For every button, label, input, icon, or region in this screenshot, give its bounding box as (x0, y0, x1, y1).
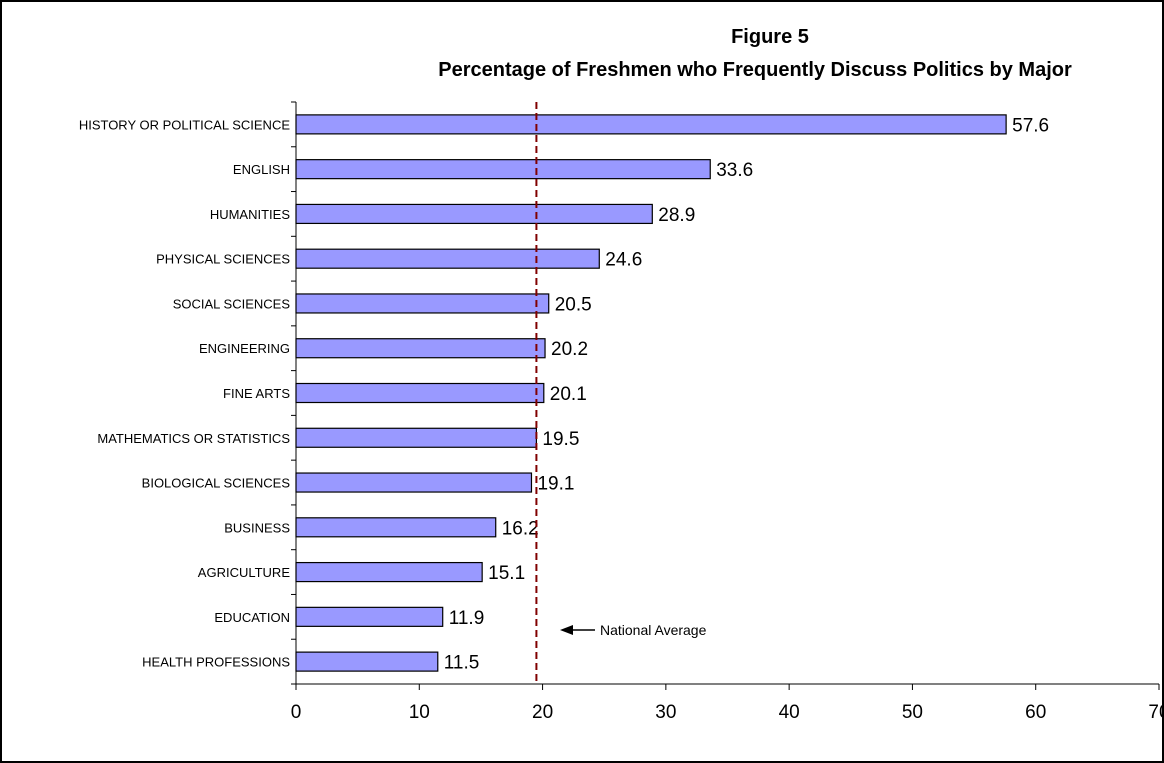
annotation-arrow-head (560, 625, 573, 635)
category-label: MATHEMATICS OR STATISTICS (97, 431, 290, 446)
data-label: 20.2 (551, 339, 588, 360)
data-label: 11.5 (444, 653, 480, 674)
national-average-label: National Average (600, 622, 707, 638)
category-label: AGRICULTURE (198, 565, 291, 580)
x-tick-label: 30 (655, 702, 676, 723)
category-label: PHYSICAL SCIENCES (156, 252, 290, 267)
data-label: 19.1 (537, 474, 574, 495)
data-label: 57.6 (1012, 115, 1049, 136)
bar (295, 114, 1007, 135)
bar (295, 382, 545, 404)
bar (295, 159, 711, 180)
bar (295, 472, 533, 493)
chart-title: Figure 5 (731, 26, 809, 48)
data-label: 28.9 (658, 205, 695, 226)
x-tick-label: 0 (291, 702, 302, 723)
category-label: ENGLISH (233, 162, 290, 177)
x-tick-label: 10 (409, 702, 430, 723)
data-label: 20.1 (550, 384, 587, 405)
category-label: FINE ARTS (223, 386, 290, 401)
data-label: 20.5 (555, 294, 592, 315)
bar (295, 561, 483, 583)
data-label: 19.5 (542, 429, 579, 450)
category-label: SOCIAL SCIENCES (173, 296, 291, 311)
bar (295, 651, 439, 672)
bar (295, 517, 497, 538)
x-tick-label: 40 (779, 702, 800, 723)
bar (295, 203, 653, 225)
x-tick-label: 70 (1148, 702, 1164, 723)
data-label: 11.9 (449, 608, 485, 629)
x-tick-label: 20 (532, 702, 553, 723)
category-label: BUSINESS (224, 520, 290, 535)
data-label: 16.2 (502, 518, 539, 539)
data-label: 33.6 (716, 160, 753, 181)
x-tick-label: 50 (902, 702, 923, 723)
bar (295, 606, 444, 627)
data-label: 15.1 (488, 563, 525, 584)
category-label: HEALTH PROFESSIONS (142, 655, 290, 670)
bar (295, 248, 600, 269)
bar (295, 338, 546, 359)
category-label: BIOLOGICAL SCIENCES (142, 476, 291, 491)
category-label: ENGINEERING (199, 341, 290, 356)
category-label: EDUCATION (214, 610, 290, 625)
chart-subtitle: Percentage of Freshmen who Frequently Di… (438, 59, 1072, 81)
bar (295, 293, 550, 314)
category-label: HISTORY OR POLITICAL SCIENCE (79, 117, 291, 132)
x-tick-label: 60 (1025, 702, 1046, 723)
bar (295, 427, 538, 448)
data-label: 24.6 (605, 250, 642, 271)
category-label: HUMANITIES (210, 207, 291, 222)
